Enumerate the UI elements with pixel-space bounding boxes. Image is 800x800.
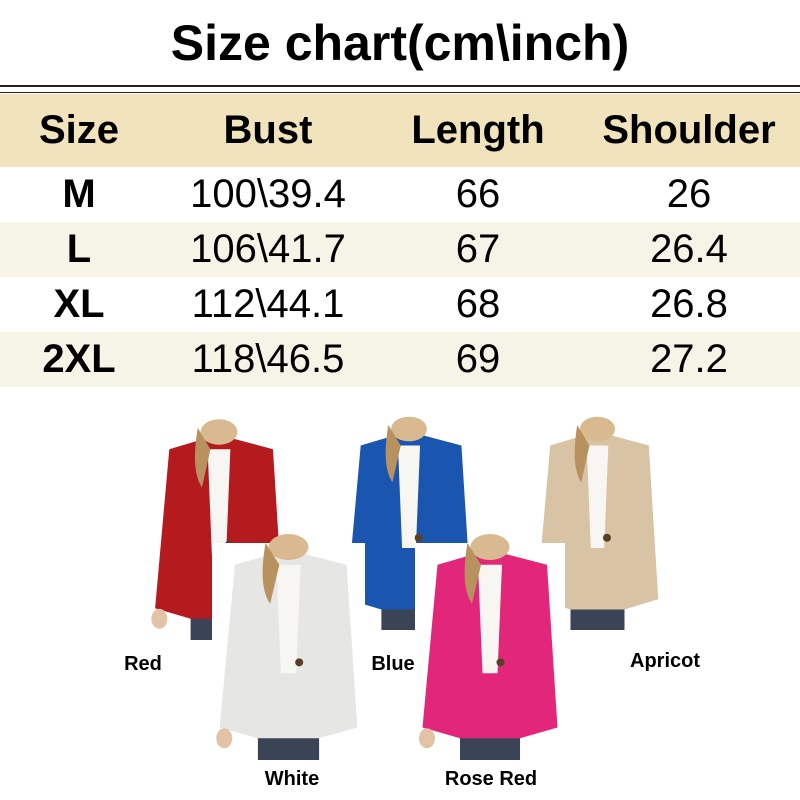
blazer-photo-white bbox=[212, 533, 365, 760]
cell-bust: 100\39.4 bbox=[190, 172, 346, 216]
header-bust: Bust bbox=[158, 94, 378, 167]
header-length: Length bbox=[378, 94, 578, 167]
cell-bust: 112\44.1 bbox=[191, 282, 345, 326]
table-row: L 106\41.7 67 26.4 bbox=[0, 222, 800, 277]
cell-length: 66 bbox=[455, 172, 501, 216]
cell-length: 69 bbox=[378, 332, 578, 387]
table-header-row: Size Bust Length Shoulder bbox=[0, 94, 800, 167]
cell-shoulder: 27.2 bbox=[578, 332, 800, 387]
divider bbox=[0, 92, 800, 93]
cell-shoulder: 26 bbox=[666, 172, 712, 216]
table-row: 2XL 118\46.5 69 27.2 bbox=[0, 332, 800, 387]
color-label-rose-red: Rose Red bbox=[444, 768, 538, 790]
cell-size: M bbox=[62, 172, 96, 216]
cell-size: 2XL bbox=[0, 332, 158, 387]
header-size: Size bbox=[0, 94, 158, 167]
cell-size: XL bbox=[53, 282, 105, 326]
cell-length: 68 bbox=[455, 282, 501, 326]
product-photos bbox=[148, 416, 665, 760]
cell-length: 67 bbox=[378, 222, 578, 277]
cell-bust: 118\46.5 bbox=[158, 332, 378, 387]
header-shoulder: Shoulder bbox=[578, 94, 800, 167]
cell-size: L bbox=[0, 222, 158, 277]
color-label-white: White bbox=[264, 768, 320, 790]
divider bbox=[0, 85, 800, 87]
cell-shoulder: 26.4 bbox=[578, 222, 800, 277]
table-row: XL 112\44.1 68 26.8 bbox=[0, 277, 800, 332]
color-label-blue: Blue bbox=[371, 653, 415, 675]
cell-bust: 106\41.7 bbox=[158, 222, 378, 277]
color-label-apricot: Apricot bbox=[630, 650, 700, 672]
size-chart-table: Size Bust Length Shoulder M 100\39.4 66 … bbox=[0, 94, 800, 387]
blazer-photo-rose-red bbox=[415, 533, 565, 760]
page-title: Size chart(cm\inch) bbox=[170, 15, 630, 71]
table-row: M 100\39.4 66 26 bbox=[0, 167, 800, 222]
cell-shoulder: 26.8 bbox=[650, 282, 728, 326]
color-label-red: Red bbox=[124, 653, 162, 675]
